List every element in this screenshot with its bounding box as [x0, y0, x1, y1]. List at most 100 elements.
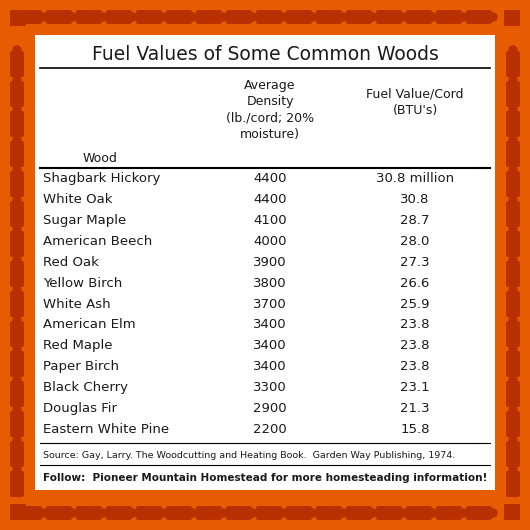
FancyBboxPatch shape	[10, 10, 26, 26]
Circle shape	[249, 13, 257, 21]
FancyBboxPatch shape	[106, 506, 132, 520]
Circle shape	[219, 13, 227, 21]
Text: 3800: 3800	[253, 277, 287, 289]
FancyBboxPatch shape	[10, 201, 24, 227]
Text: 4100: 4100	[253, 214, 287, 227]
Circle shape	[13, 136, 21, 144]
Circle shape	[369, 13, 377, 21]
Circle shape	[429, 509, 437, 517]
FancyBboxPatch shape	[226, 506, 252, 520]
Text: 3400: 3400	[253, 360, 287, 373]
Circle shape	[369, 509, 377, 517]
Circle shape	[509, 436, 517, 444]
Circle shape	[13, 286, 21, 294]
Text: Average
Density
(lb./cord; 20%
moisture): Average Density (lb./cord; 20% moisture)	[226, 79, 314, 142]
Circle shape	[13, 466, 21, 474]
Circle shape	[509, 76, 517, 84]
Circle shape	[13, 226, 21, 234]
Text: 4400: 4400	[253, 193, 287, 206]
FancyBboxPatch shape	[506, 441, 520, 467]
Text: American Elm: American Elm	[43, 319, 136, 331]
Text: 28.7: 28.7	[400, 214, 430, 227]
FancyBboxPatch shape	[10, 321, 24, 347]
Text: 3900: 3900	[253, 255, 287, 269]
FancyBboxPatch shape	[10, 111, 24, 137]
FancyBboxPatch shape	[46, 10, 72, 24]
Circle shape	[13, 106, 21, 114]
Text: White Oak: White Oak	[43, 193, 112, 206]
FancyBboxPatch shape	[136, 10, 162, 24]
Text: 23.8: 23.8	[400, 319, 430, 331]
Circle shape	[13, 166, 21, 174]
FancyBboxPatch shape	[506, 381, 520, 407]
FancyBboxPatch shape	[506, 321, 520, 347]
FancyBboxPatch shape	[16, 10, 42, 24]
Text: 4000: 4000	[253, 235, 287, 248]
Circle shape	[309, 13, 317, 21]
Text: 30.8 million: 30.8 million	[376, 172, 454, 185]
FancyBboxPatch shape	[10, 81, 24, 107]
Circle shape	[249, 509, 257, 517]
FancyBboxPatch shape	[286, 506, 312, 520]
Circle shape	[509, 286, 517, 294]
FancyBboxPatch shape	[10, 441, 24, 467]
Text: 28.0: 28.0	[400, 235, 430, 248]
Text: Wood: Wood	[83, 152, 118, 164]
FancyBboxPatch shape	[166, 506, 192, 520]
Text: Paper Birch: Paper Birch	[43, 360, 119, 373]
FancyBboxPatch shape	[506, 51, 520, 77]
Text: 23.8: 23.8	[400, 339, 430, 352]
Text: 23.1: 23.1	[400, 381, 430, 394]
Circle shape	[69, 13, 77, 21]
Bar	[35, 35, 495, 490]
FancyBboxPatch shape	[286, 10, 312, 24]
FancyBboxPatch shape	[376, 506, 402, 520]
FancyBboxPatch shape	[506, 141, 520, 167]
Text: 21.3: 21.3	[400, 402, 430, 415]
Circle shape	[219, 509, 227, 517]
Circle shape	[509, 256, 517, 264]
Circle shape	[189, 13, 197, 21]
Circle shape	[509, 196, 517, 204]
Text: Yellow Birch: Yellow Birch	[43, 277, 122, 289]
FancyBboxPatch shape	[504, 504, 520, 520]
FancyBboxPatch shape	[504, 10, 520, 26]
FancyBboxPatch shape	[406, 506, 432, 520]
Text: Douglas Fir: Douglas Fir	[43, 402, 117, 415]
Circle shape	[13, 316, 21, 324]
FancyBboxPatch shape	[10, 141, 24, 167]
Circle shape	[509, 376, 517, 384]
FancyBboxPatch shape	[10, 291, 24, 317]
Text: Shagbark Hickory: Shagbark Hickory	[43, 172, 161, 185]
Circle shape	[509, 106, 517, 114]
Text: Fuel Values of Some Common Woods: Fuel Values of Some Common Woods	[92, 46, 438, 65]
Circle shape	[159, 13, 167, 21]
Text: 25.9: 25.9	[400, 297, 430, 311]
FancyBboxPatch shape	[136, 506, 162, 520]
FancyBboxPatch shape	[506, 261, 520, 287]
Circle shape	[39, 13, 47, 21]
FancyBboxPatch shape	[316, 10, 342, 24]
Circle shape	[13, 436, 21, 444]
Circle shape	[509, 406, 517, 414]
Circle shape	[13, 346, 21, 354]
Text: White Ash: White Ash	[43, 297, 111, 311]
Text: 26.6: 26.6	[400, 277, 430, 289]
Circle shape	[159, 509, 167, 517]
Text: Black Cherry: Black Cherry	[43, 381, 128, 394]
Circle shape	[429, 13, 437, 21]
Text: 23.8: 23.8	[400, 360, 430, 373]
Circle shape	[509, 166, 517, 174]
Text: 27.3: 27.3	[400, 255, 430, 269]
Circle shape	[509, 346, 517, 354]
Text: 3300: 3300	[253, 381, 287, 394]
Circle shape	[99, 509, 107, 517]
Text: 3700: 3700	[253, 297, 287, 311]
FancyBboxPatch shape	[10, 231, 24, 257]
Circle shape	[339, 13, 347, 21]
Circle shape	[339, 509, 347, 517]
Circle shape	[279, 509, 287, 517]
Circle shape	[13, 196, 21, 204]
FancyBboxPatch shape	[436, 10, 462, 24]
FancyBboxPatch shape	[166, 10, 192, 24]
